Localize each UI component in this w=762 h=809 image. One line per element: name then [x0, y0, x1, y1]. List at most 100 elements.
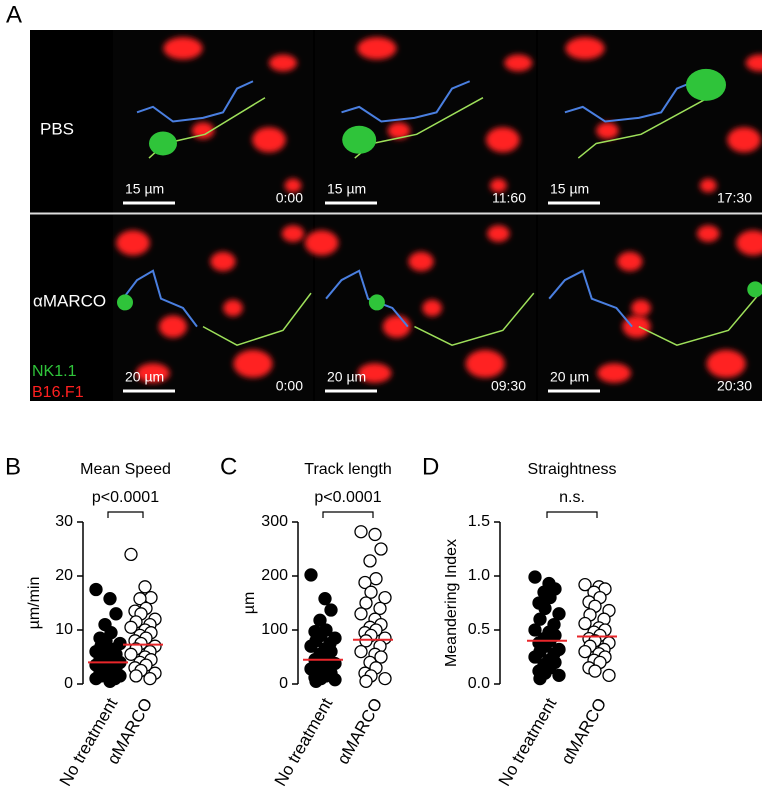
image-frame: 15 µm 0:00 [113, 30, 313, 213]
scale-bar-label: 15 µm [125, 181, 164, 197]
data-point [588, 664, 602, 678]
panel-label: B [5, 453, 21, 480]
y-tick-label: 1.0 [468, 567, 490, 584]
data-point [129, 669, 143, 683]
data-point [354, 644, 368, 659]
track [638, 292, 761, 347]
track [136, 80, 254, 123]
y-axis-label: µm/min [26, 577, 43, 630]
scale-bar-label: 15 µm [550, 181, 589, 197]
red-cell [597, 363, 631, 383]
data-point [373, 601, 387, 616]
red-cell [727, 127, 761, 153]
row-label: αMARCO [33, 291, 106, 310]
red-cell [252, 127, 286, 153]
track [202, 292, 312, 347]
y-tick-label: 30 [55, 513, 73, 530]
red-cell [736, 230, 762, 256]
green-cell [368, 294, 385, 311]
data-point [124, 647, 138, 661]
red-cell [357, 363, 392, 383]
data-point [328, 673, 342, 687]
data-point [528, 623, 542, 637]
red-cell [269, 54, 297, 72]
data-point [533, 671, 547, 686]
x-tick-label: αMARCO [333, 695, 386, 768]
red-cell [465, 349, 505, 378]
red-cell [486, 127, 520, 153]
red-cell [233, 349, 273, 378]
image-frame: 20 µm 0:00 [113, 215, 313, 401]
data-point [543, 590, 557, 605]
data-point [368, 527, 382, 542]
red-cell [631, 299, 651, 317]
y-tick-label: 100 [261, 621, 288, 638]
red-cell [163, 37, 203, 60]
timestamp: 0:00 [276, 378, 303, 394]
significance-label: p<0.0001 [314, 489, 381, 506]
red-cell [490, 178, 507, 193]
track [325, 269, 409, 328]
red-cell [622, 315, 651, 338]
timestamp: 0:00 [276, 190, 303, 206]
track [548, 269, 633, 328]
data-point [578, 644, 592, 659]
green-cell [117, 294, 133, 311]
data-point [309, 674, 323, 688]
data-point [552, 607, 566, 621]
red-cell [210, 251, 236, 272]
significance-bracket [322, 511, 374, 518]
red-cell [191, 122, 215, 140]
y-axis-label: µm [241, 592, 258, 615]
y-tick-label: 0.5 [468, 621, 490, 638]
red-cell [387, 122, 411, 140]
data-point [359, 674, 373, 688]
red-cell [487, 225, 510, 243]
track [577, 97, 709, 159]
y-axis-label: Meandering Index [443, 539, 460, 667]
red-cell [745, 54, 762, 72]
data-point [89, 582, 103, 597]
x-tick-label: αMARCO [557, 695, 610, 768]
red-cell [159, 315, 187, 338]
image-frame: 15 µm 11:60 [315, 30, 536, 213]
red-cell [284, 178, 302, 193]
data-point [533, 612, 547, 626]
data-point [602, 668, 616, 683]
data-point [552, 668, 566, 683]
green-cell [342, 125, 377, 154]
panel-label: C [220, 453, 237, 480]
data-point [124, 547, 138, 562]
red-cell [357, 37, 397, 60]
significance-label: n.s. [559, 489, 585, 506]
red-cell [697, 225, 720, 243]
red-cell [706, 349, 746, 378]
scale-bar-label: 20 µm [550, 369, 589, 385]
red-cell [699, 178, 717, 193]
panel-label: D [422, 453, 439, 480]
data-point [364, 585, 378, 599]
data-point [578, 577, 592, 592]
data-point [378, 590, 392, 605]
timestamp: 09:30 [491, 378, 526, 394]
data-point [103, 674, 117, 688]
timestamp: 17:30 [717, 190, 752, 206]
data-point [313, 613, 327, 627]
data-point [109, 607, 123, 621]
data-point [304, 568, 318, 582]
red-cell [596, 122, 619, 140]
data-point [538, 601, 552, 616]
data-point [528, 650, 542, 664]
data-point [363, 554, 377, 568]
red-cell [136, 363, 170, 383]
y-tick-label: 20 [55, 567, 73, 584]
legend-entry: NK1.1 [32, 363, 77, 380]
x-tick-label: No treatment [495, 695, 561, 790]
data-point [89, 671, 103, 686]
scale-bar-label: 20 µm [327, 369, 366, 385]
y-tick-label: 10 [55, 621, 73, 638]
data-point [354, 525, 368, 539]
data-point [124, 620, 138, 634]
track [414, 292, 535, 347]
data-point [369, 572, 383, 586]
